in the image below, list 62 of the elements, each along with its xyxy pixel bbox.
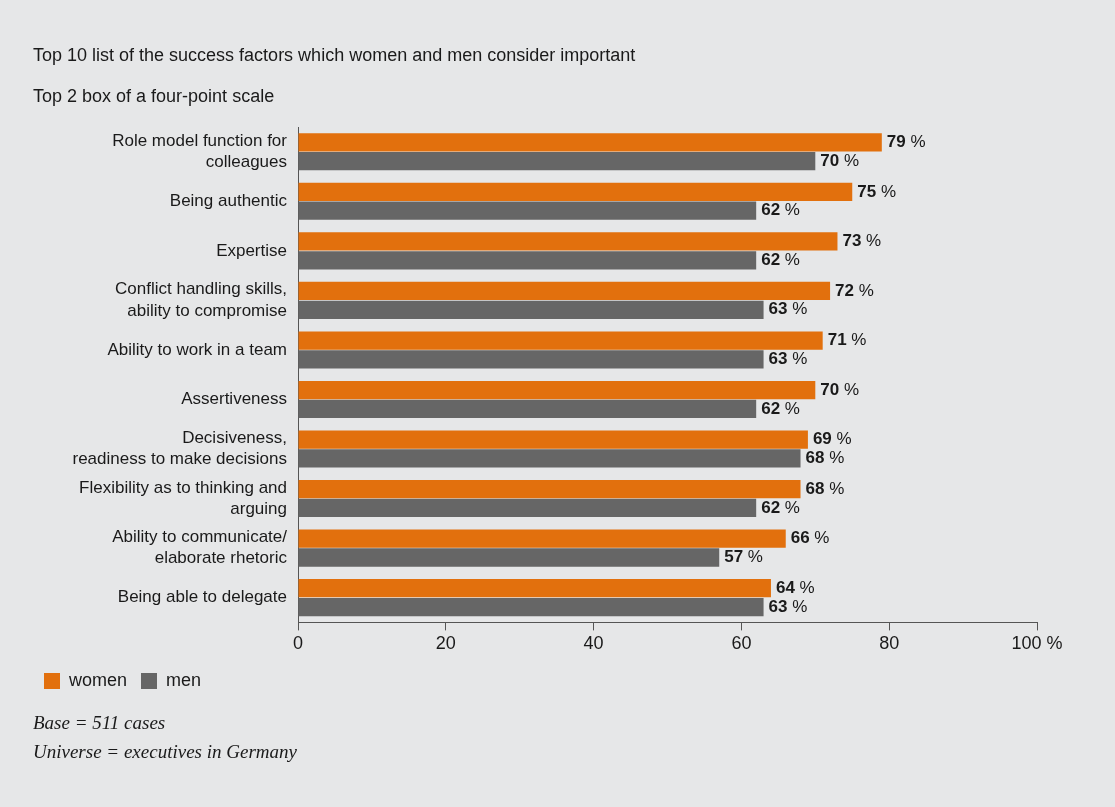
bar — [298, 300, 764, 319]
bar — [298, 548, 720, 567]
y-tick-label: Being able to delegate — [117, 587, 287, 607]
bar — [298, 529, 786, 548]
data-label: 64 % — [775, 577, 815, 597]
bar — [298, 597, 764, 617]
bar — [298, 498, 757, 518]
data-label: 70 % — [820, 379, 860, 399]
legend-label: men — [166, 669, 202, 690]
chart-title: Top 10 list of the success factors which women and men consider important — [33, 45, 636, 66]
data-label: 73 % — [842, 231, 882, 251]
bar — [298, 182, 853, 202]
data-label: 72 % — [835, 280, 874, 300]
y-tick-label: Role model function for colleagues — [112, 130, 288, 172]
data-label: 71 % — [827, 330, 867, 350]
text: Universe = executives in Germany — [33, 740, 297, 764]
y-tick-label: Assertiveness — [181, 389, 287, 409]
bar — [298, 350, 764, 369]
data-label: 62 % — [761, 398, 800, 418]
y-tick-label: Conflict handling skills, ability to compromise — [115, 279, 287, 320]
bar — [298, 380, 816, 400]
y-tick-label: Flexibility as to thinking and arguing — [79, 477, 287, 518]
data-label: 69 % — [812, 429, 852, 449]
bar — [298, 152, 816, 171]
x-tick-label: 80 — [879, 633, 900, 654]
y-tick-label: Being authentic — [169, 191, 288, 210]
y-tick-label: Expertise — [216, 240, 287, 260]
bar — [298, 480, 801, 499]
text: Top 2 box of a four-point scale — [33, 86, 275, 107]
bar — [298, 579, 771, 598]
bar — [298, 251, 757, 270]
y-tick-label: Ability to communicate/ elaborate rhetoric — [112, 527, 288, 568]
data-label: 62 % — [761, 200, 800, 220]
x-tick-label: 0 — [292, 633, 304, 654]
data-label: 57 % — [724, 547, 763, 567]
data-label: 79 % — [886, 132, 926, 152]
data-label: 75 % — [857, 181, 896, 201]
data-label: 63 % — [768, 299, 808, 319]
y-tick-label: Decisiveness, readiness to make decisions — [72, 428, 287, 469]
x-tick-label: 20 — [435, 633, 456, 654]
legend-label: women — [68, 669, 128, 690]
data-label: 70 % — [820, 150, 860, 170]
data-label: 63 % — [768, 349, 808, 369]
y-tick-label: Ability to work in a team — [107, 339, 287, 359]
bar — [298, 232, 838, 251]
data-label: 63 % — [768, 596, 808, 616]
bar — [298, 331, 823, 350]
bar — [298, 449, 801, 468]
bar — [298, 201, 757, 220]
data-label: 62 % — [761, 249, 800, 269]
x-tick-label: 100 % — [1011, 633, 1063, 654]
text: Base = 511 cases — [33, 711, 167, 735]
data-label: 62 % — [761, 497, 800, 517]
data-label: 68 % — [805, 478, 845, 498]
x-tick-label: 60 — [731, 633, 752, 654]
bar — [298, 133, 882, 152]
x-tick-label: 40 — [583, 633, 604, 654]
bar — [298, 281, 831, 301]
data-label: 68 % — [805, 448, 845, 468]
bar — [298, 430, 808, 449]
data-label: 66 % — [790, 528, 830, 548]
bar — [298, 399, 757, 419]
